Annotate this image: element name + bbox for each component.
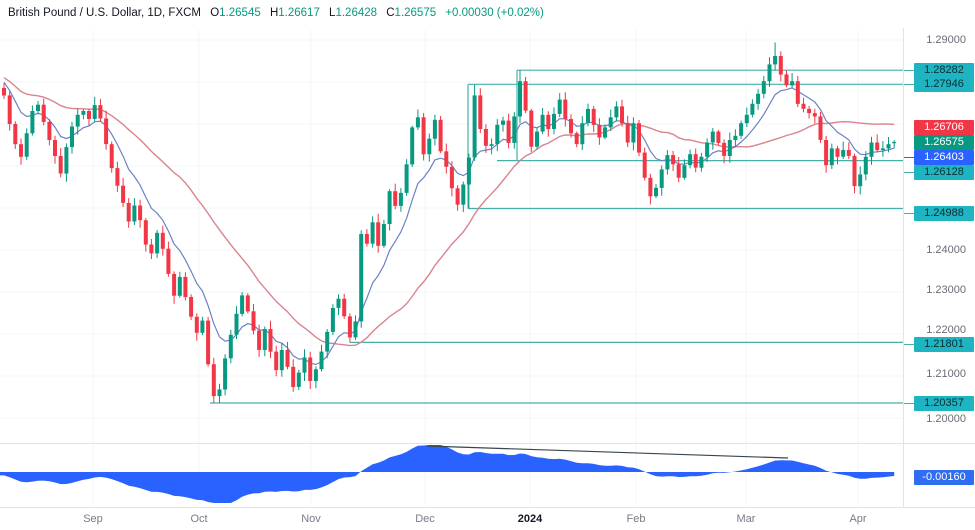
- high-value: 1.26617: [278, 7, 320, 19]
- price-label-connector: [904, 403, 915, 404]
- indicator-pane[interactable]: [0, 444, 903, 507]
- indicator-value-label[interactable]: -0.00160: [914, 470, 974, 485]
- price-label-1.27946[interactable]: 1.27946: [914, 77, 974, 92]
- low-label: L: [329, 7, 336, 19]
- price-label-1.23000: 1.23000: [926, 284, 966, 296]
- low-value: 1.26428: [335, 7, 378, 19]
- time-label-Apr: Apr: [849, 513, 867, 525]
- change-value: +0.00030 (+0.02%): [445, 7, 544, 19]
- close-value: 1.26575: [394, 7, 437, 19]
- price-label-1.22000: 1.22000: [926, 324, 966, 336]
- price-label-1.26706[interactable]: 1.26706: [914, 120, 974, 135]
- pane-separator[interactable]: [0, 443, 975, 444]
- price-label-connector: [904, 84, 915, 85]
- symbol-title[interactable]: British Pound / U.S. Dollar, 1D, FXCM: [8, 7, 202, 19]
- price-label-1.29000: 1.29000: [926, 34, 966, 46]
- high-label: H: [269, 7, 279, 19]
- open-label: O: [210, 7, 220, 19]
- price-label-1.26575[interactable]: 1.26575: [914, 135, 974, 150]
- time-label-Sep: Sep: [83, 513, 103, 525]
- price-label-connector: [904, 172, 915, 173]
- ma-slow-line: [3, 77, 895, 347]
- time-label-Dec: Dec: [415, 513, 435, 525]
- price-label-1.26403[interactable]: 1.26403: [914, 150, 974, 165]
- price-label-1.20000: 1.20000: [926, 413, 966, 425]
- price-label-connector: [904, 70, 915, 71]
- open-value: 1.26545: [219, 7, 261, 19]
- price-label-1.24988[interactable]: 1.24988: [914, 206, 974, 221]
- time-label-Feb: Feb: [626, 513, 646, 525]
- price-label-1.21000: 1.21000: [926, 368, 966, 380]
- price-axis[interactable]: 1.29000 1.28282 1.27946 1.26706 1.26575 1.264…: [903, 28, 975, 507]
- price-pane[interactable]: [0, 28, 903, 443]
- indicator-area: [0, 445, 895, 503]
- time-label-Nov: Nov: [301, 513, 321, 525]
- time-axis[interactable]: Sep Oct Nov Dec 2024 Feb Mar Apr: [0, 507, 975, 530]
- candles-layer: [2, 42, 897, 403]
- price-label-connector: [904, 157, 915, 158]
- time-label-Oct: Oct: [190, 513, 208, 525]
- price-label-1.24000: 1.24000: [926, 244, 966, 256]
- indicator-trendline[interactable]: [426, 445, 789, 459]
- time-label-2024: 2024: [517, 513, 543, 525]
- price-label-1.28282[interactable]: 1.28282: [914, 63, 974, 78]
- price-label-connector: [904, 344, 915, 345]
- chart-canvas[interactable]: [0, 0, 903, 507]
- legend-bar: British Pound / U.S. Dollar, 1D, FXCM O1…: [8, 7, 544, 19]
- time-label-Mar: Mar: [736, 513, 756, 525]
- price-label-1.21801[interactable]: 1.21801: [914, 337, 974, 352]
- ma-fast-line: [3, 81, 895, 366]
- close-label: C: [386, 7, 395, 19]
- level-lines[interactable]: [210, 69, 903, 404]
- gridlines: [0, 30, 903, 505]
- price-label-connector: [904, 213, 915, 214]
- price-label-1.26128[interactable]: 1.26128: [914, 165, 974, 180]
- price-label-1.20357[interactable]: 1.20357: [914, 396, 974, 411]
